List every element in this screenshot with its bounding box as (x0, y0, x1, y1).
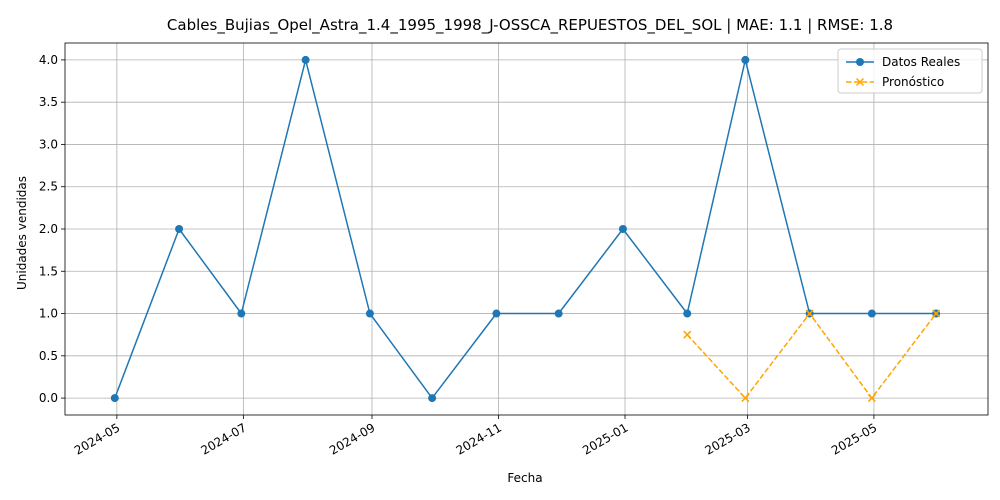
y-axis-title: Unidades vendidas (15, 176, 29, 290)
data-point (365, 309, 374, 318)
y-tick-label: 0.5 (39, 349, 58, 363)
data-point (175, 225, 184, 233)
y-tick-label: 1.5 (39, 264, 58, 278)
legend-entry-pronostico: Pronóstico (846, 75, 944, 89)
forecast-point (683, 330, 692, 339)
forecast-point (741, 394, 750, 403)
y-tick-label: 3.5 (39, 95, 58, 109)
legend-label: Pronóstico (882, 75, 944, 89)
data-point (110, 394, 119, 403)
chart-title: Cables_Bujias_Opel_Astra_1.4_1995_1998_J… (167, 16, 893, 35)
y-tick-label: 4.0 (39, 53, 58, 67)
legend-label: Datos Reales (882, 55, 960, 69)
legend-swatch-marker (855, 77, 865, 87)
y-tick-label: 2.5 (39, 180, 58, 194)
forecast-point (805, 309, 814, 318)
data-point (301, 55, 310, 64)
data-point (741, 55, 750, 64)
forecast-point (867, 394, 876, 403)
y-tick-label: 3.0 (39, 137, 58, 151)
data-point (867, 309, 876, 318)
data-point (683, 309, 692, 318)
y-tick-label: 0.0 (39, 391, 58, 405)
data-point (618, 225, 627, 233)
legend-entry-reales: Datos Reales (846, 55, 960, 69)
data-point (554, 309, 563, 318)
series-layer (110, 55, 941, 403)
y-tick-label: 2.0 (39, 222, 58, 236)
series-line-0 (114, 59, 937, 399)
data-point (237, 309, 246, 318)
data-point (492, 309, 501, 318)
y-tick-label: 1.0 (39, 307, 58, 321)
forecast-point (932, 309, 941, 318)
legend: Datos Reales Pronóstico (837, 48, 983, 94)
legend-x-marker (855, 77, 865, 87)
legend-swatch-marker (856, 58, 864, 66)
data-point (428, 394, 437, 403)
x-axis-title: Fecha (507, 471, 542, 485)
